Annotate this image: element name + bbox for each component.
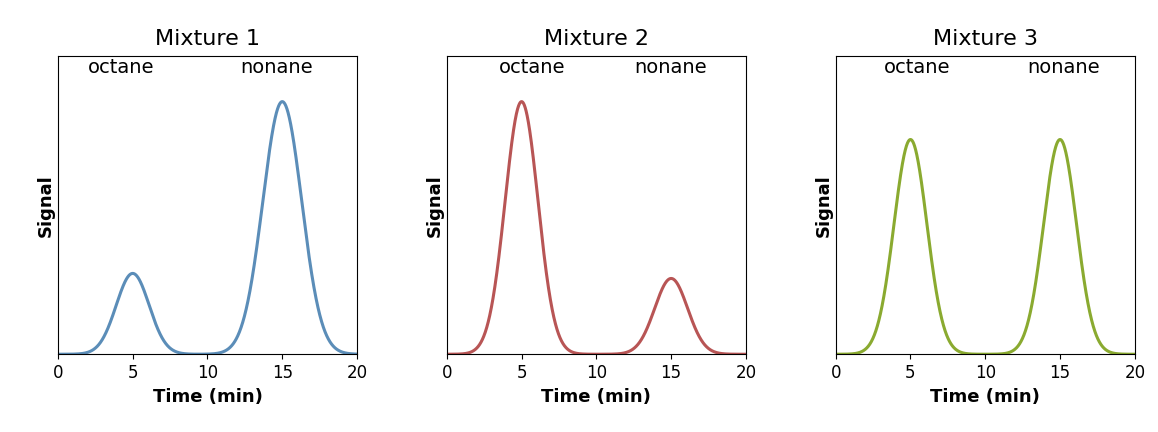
X-axis label: Time (min): Time (min) (542, 388, 651, 406)
Title: Mixture 1: Mixture 1 (155, 29, 261, 49)
Text: nonane: nonane (633, 58, 706, 77)
Title: Mixture 3: Mixture 3 (932, 29, 1038, 49)
Y-axis label: Signal: Signal (37, 174, 56, 237)
Text: nonane: nonane (1027, 58, 1100, 77)
X-axis label: Time (min): Time (min) (930, 388, 1040, 406)
Text: octane: octane (88, 58, 154, 77)
X-axis label: Time (min): Time (min) (153, 388, 263, 406)
Title: Mixture 2: Mixture 2 (544, 29, 648, 49)
Text: octane: octane (499, 58, 565, 77)
Y-axis label: Signal: Signal (815, 174, 833, 237)
Y-axis label: Signal: Signal (426, 174, 444, 237)
Text: octane: octane (884, 58, 950, 77)
Text: nonane: nonane (241, 58, 313, 77)
